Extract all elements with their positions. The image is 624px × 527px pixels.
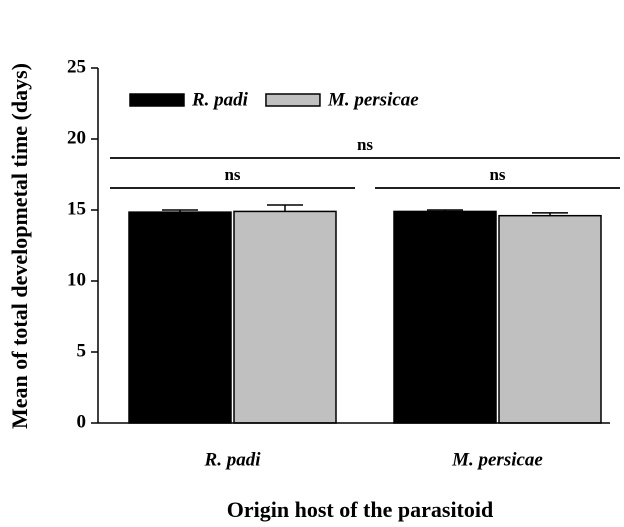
legend-swatch [265, 93, 321, 107]
x-axis-label: Origin host of the parasitoid [227, 497, 493, 522]
legend-swatch [129, 93, 185, 107]
legend-label: M. persicae [327, 89, 419, 110]
y-tick-label: 25 [67, 56, 86, 77]
x-tick-label: M. persicae [451, 449, 543, 470]
bar [233, 210, 337, 424]
x-tick-label: R. padi [204, 449, 262, 470]
y-tick-label: 15 [67, 198, 86, 219]
significance-label: ns [489, 165, 505, 184]
y-axis-label: Mean of total developmetal time (days) [7, 63, 32, 429]
bar [393, 210, 497, 424]
significance-label: ns [224, 165, 240, 184]
bar [128, 211, 232, 424]
y-tick-label: 5 [77, 340, 87, 361]
y-tick-label: 10 [67, 269, 86, 290]
legend-label: R. padi [191, 89, 249, 110]
y-tick-label: 0 [77, 411, 87, 432]
bar [498, 214, 602, 424]
y-tick-label: 20 [67, 127, 86, 148]
significance-label: ns [357, 135, 373, 154]
